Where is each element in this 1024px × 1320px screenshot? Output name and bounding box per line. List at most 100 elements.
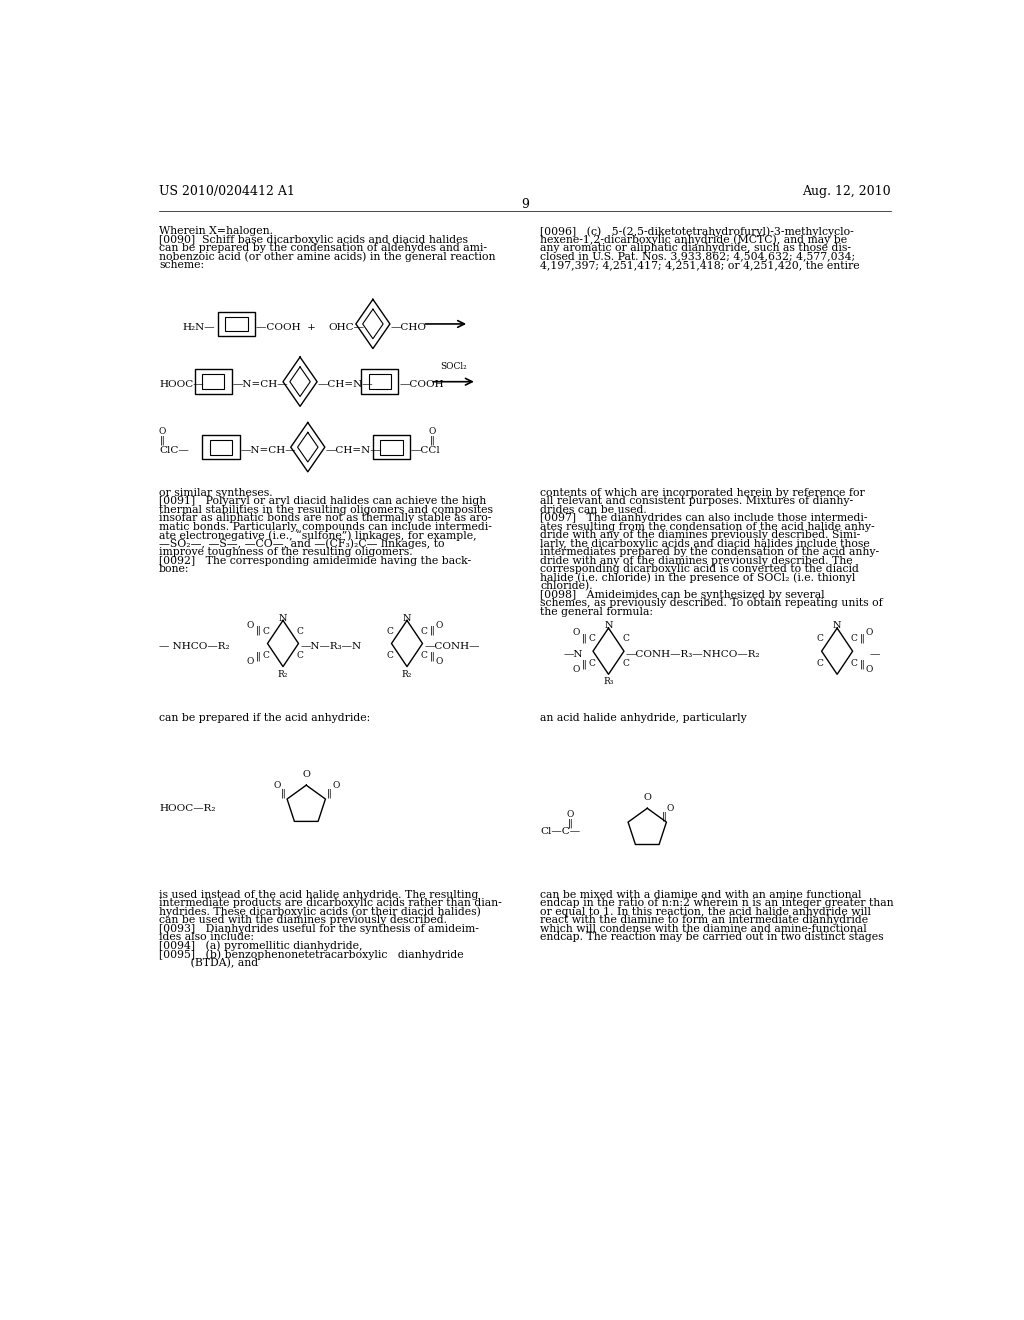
Text: —: — bbox=[869, 649, 880, 659]
Text: C: C bbox=[816, 635, 823, 643]
Text: O: O bbox=[332, 780, 339, 789]
Bar bbox=[380, 440, 402, 454]
Text: O: O bbox=[866, 628, 873, 638]
Text: —COOH  +: —COOH + bbox=[256, 322, 315, 331]
Text: endcap. The reaction may be carried out in two distinct stages: endcap. The reaction may be carried out … bbox=[541, 932, 884, 942]
Bar bbox=[369, 375, 391, 389]
Text: dride with any of the diamines previously described. Simi-: dride with any of the diamines previousl… bbox=[541, 531, 860, 540]
Text: closed in U.S. Pat. Nos. 3,933,862; 4,504,632; 4,577,034;: closed in U.S. Pat. Nos. 3,933,862; 4,50… bbox=[541, 252, 855, 261]
Text: C: C bbox=[623, 659, 629, 668]
Bar bbox=[361, 370, 398, 395]
Text: bone:: bone: bbox=[159, 564, 189, 574]
Text: the general formula:: the general formula: bbox=[541, 607, 653, 616]
Text: corresponding dicarboxylic acid is converted to the diacid: corresponding dicarboxylic acid is conve… bbox=[541, 564, 859, 574]
Text: ‖: ‖ bbox=[429, 626, 434, 635]
Text: can be used with the diamines previously described.: can be used with the diamines previously… bbox=[159, 915, 447, 925]
Text: can be prepared if the acid anhydride:: can be prepared if the acid anhydride: bbox=[159, 713, 371, 723]
Text: O: O bbox=[643, 793, 651, 803]
Text: larly, the dicarboxylic acids and diacid halides include those: larly, the dicarboxylic acids and diacid… bbox=[541, 539, 870, 549]
Text: intermediate products are dicarboxylic acids rather than dian-: intermediate products are dicarboxylic a… bbox=[159, 899, 502, 908]
Text: [0094]   (a) pyromellitic dianhydride,: [0094] (a) pyromellitic dianhydride, bbox=[159, 941, 362, 952]
Bar bbox=[195, 370, 231, 395]
Text: HOOC—: HOOC— bbox=[159, 380, 204, 389]
Text: thermal stabilities in the resulting oligomers and composites: thermal stabilities in the resulting oli… bbox=[159, 506, 493, 515]
Text: ‖: ‖ bbox=[662, 812, 667, 821]
Text: contents of which are incorporated herein by reference for: contents of which are incorporated herei… bbox=[541, 488, 865, 498]
Text: an acid halide anhydride, particularly: an acid halide anhydride, particularly bbox=[541, 713, 748, 723]
Text: all relevant and consistent purposes. Mixtures of dianhy-: all relevant and consistent purposes. Mi… bbox=[541, 496, 853, 507]
Bar bbox=[225, 317, 248, 331]
Text: H₂N—: H₂N— bbox=[182, 322, 215, 331]
Text: 9: 9 bbox=[521, 198, 528, 211]
Text: ‖: ‖ bbox=[582, 660, 586, 669]
Text: ‖: ‖ bbox=[567, 818, 572, 828]
Text: ‖: ‖ bbox=[160, 436, 165, 445]
Text: O: O bbox=[566, 810, 573, 818]
Text: can be mixed with a diamine and with an amine functional: can be mixed with a diamine and with an … bbox=[541, 890, 862, 900]
Text: C: C bbox=[851, 659, 858, 668]
Text: —CONH—R₃—NHCO—R₂: —CONH—R₃—NHCO—R₂ bbox=[626, 649, 760, 659]
Text: or equal to 1. In this reaction, the acid halide anhydride will: or equal to 1. In this reaction, the aci… bbox=[541, 907, 871, 917]
Text: ides also include:: ides also include: bbox=[159, 932, 254, 942]
Text: which will condense with the diamine and amine-functional: which will condense with the diamine and… bbox=[541, 924, 867, 933]
Text: intermediates prepared by the condensation of the acid anhy-: intermediates prepared by the condensati… bbox=[541, 548, 880, 557]
Bar bbox=[202, 375, 224, 389]
Text: US 2010/0204412 A1: US 2010/0204412 A1 bbox=[159, 185, 295, 198]
Text: halide (i.e. chloride) in the presence of SOCl₂ (i.e. thionyl: halide (i.e. chloride) in the presence o… bbox=[541, 573, 856, 583]
Text: C: C bbox=[421, 651, 427, 660]
Bar bbox=[210, 440, 232, 454]
Text: ‖: ‖ bbox=[256, 652, 261, 661]
Text: HOOC—R₂: HOOC—R₂ bbox=[159, 804, 215, 813]
Text: Wherein X=halogen.: Wherein X=halogen. bbox=[159, 226, 273, 236]
Text: matic bonds. Particularly, compounds can include intermedi-: matic bonds. Particularly, compounds can… bbox=[159, 521, 492, 532]
Text: chloride).: chloride). bbox=[541, 581, 593, 591]
Text: O: O bbox=[273, 780, 281, 789]
Text: 4,197,397; 4,251,417; 4,251,418; or 4,251,420, the entire: 4,197,397; 4,251,417; 4,251,418; or 4,25… bbox=[541, 260, 860, 271]
Text: N: N bbox=[279, 614, 288, 623]
Text: endcap in the ratio of n:n:2 wherein n is an integer greater than: endcap in the ratio of n:n:2 wherein n i… bbox=[541, 899, 894, 908]
Bar bbox=[373, 434, 410, 459]
Text: C: C bbox=[297, 651, 303, 660]
Text: ates resulting from the condensation of the acid halide anhy-: ates resulting from the condensation of … bbox=[541, 521, 874, 532]
Text: any aromatic or aliphatic dianhydride, such as those dis-: any aromatic or aliphatic dianhydride, s… bbox=[541, 243, 851, 253]
Text: O: O bbox=[428, 428, 435, 436]
Text: ‖: ‖ bbox=[281, 788, 286, 797]
Text: improve toughness of the resulting oligomers.: improve toughness of the resulting oligo… bbox=[159, 548, 413, 557]
Text: ‖: ‖ bbox=[327, 788, 332, 797]
Text: O: O bbox=[247, 620, 254, 630]
Text: —N: —N bbox=[563, 649, 583, 659]
Text: dride with any of the diamines previously described. The: dride with any of the diamines previousl… bbox=[541, 556, 853, 566]
Text: hexene-1,2-dicarboxylic anhydride (MCTC), and may be: hexene-1,2-dicarboxylic anhydride (MCTC)… bbox=[541, 235, 848, 246]
Text: R₂: R₂ bbox=[278, 669, 288, 678]
Text: ClC—: ClC— bbox=[159, 446, 188, 454]
Text: C: C bbox=[851, 635, 858, 643]
Text: drides can be used.: drides can be used. bbox=[541, 506, 647, 515]
Bar bbox=[218, 312, 255, 337]
Text: O: O bbox=[572, 628, 580, 638]
Text: —N—R₃—N: —N—R₃—N bbox=[300, 642, 361, 651]
Text: O: O bbox=[247, 657, 254, 667]
Text: N: N bbox=[402, 614, 412, 623]
Text: [0097]   The dianhydrides can also include those intermedi-: [0097] The dianhydrides can also include… bbox=[541, 513, 867, 523]
Text: Cl—C—: Cl—C— bbox=[541, 826, 581, 836]
Text: nobenzoic acid (or other amine acids) in the general reaction: nobenzoic acid (or other amine acids) in… bbox=[159, 252, 496, 263]
Text: [0096]   (c)   5-(2,5-diketotetrahydrofuryl)-3-methylcyclo-: [0096] (c) 5-(2,5-diketotetrahydrofuryl)… bbox=[541, 226, 854, 236]
Text: —CCl: —CCl bbox=[411, 446, 440, 454]
Text: C: C bbox=[262, 627, 269, 636]
Text: O: O bbox=[436, 657, 443, 667]
Text: —SO₂—, —S—, —CO—, and —(CF₃)₂C— linkages, to: —SO₂—, —S—, —CO—, and —(CF₃)₂C— linkages… bbox=[159, 539, 444, 549]
Text: C: C bbox=[588, 635, 595, 643]
Text: —COOH: —COOH bbox=[399, 380, 443, 389]
Text: N: N bbox=[604, 622, 612, 630]
Text: ‖: ‖ bbox=[256, 626, 261, 635]
Text: ‖: ‖ bbox=[429, 436, 434, 445]
Text: O: O bbox=[572, 665, 580, 675]
Text: SOCl₂: SOCl₂ bbox=[440, 362, 467, 371]
Text: hydrides. These dicarboxylic acids (or their diacid halides): hydrides. These dicarboxylic acids (or t… bbox=[159, 907, 481, 917]
Text: scheme:: scheme: bbox=[159, 260, 204, 271]
Text: —N=CH—: —N=CH— bbox=[241, 446, 296, 454]
Text: — NHCO—R₂: — NHCO—R₂ bbox=[159, 642, 229, 651]
Text: Aug. 12, 2010: Aug. 12, 2010 bbox=[802, 185, 891, 198]
Text: O: O bbox=[302, 770, 310, 779]
Text: C: C bbox=[386, 651, 393, 660]
